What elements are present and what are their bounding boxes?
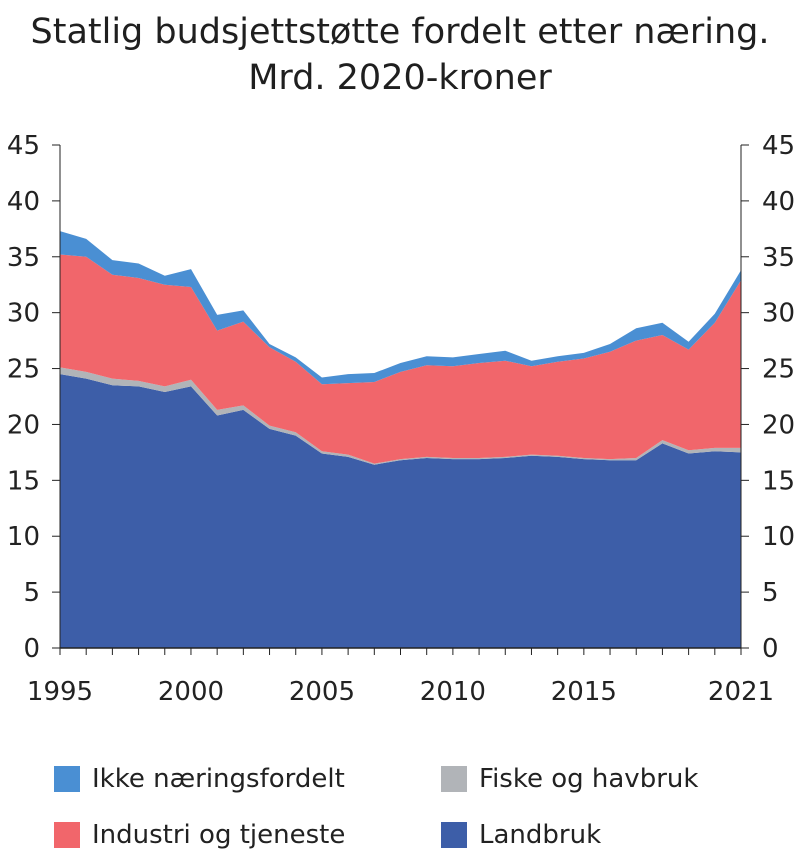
y-tick-label-left-25: 25 <box>7 355 40 385</box>
legend-label-ikke-naeringsfordelt: Ikke næringsfordelt <box>92 764 345 794</box>
y-tick-label-right-35: 35 <box>762 243 795 273</box>
y-tick-label-left-45: 45 <box>7 131 40 161</box>
legend-item-ikke-naeringsfordelt: Ikke næringsfordelt <box>54 764 345 794</box>
chart-title: Statlig budsjettstøtte fordelt etter nær… <box>30 12 770 52</box>
y-tick-label-right-25: 25 <box>762 355 795 385</box>
legend-item-fiske-og-havbruk: Fiske og havbruk <box>441 764 698 794</box>
y-tick-label-right-10: 10 <box>762 522 795 552</box>
y-tick-label-right-15: 15 <box>762 466 795 496</box>
area-series-landbruk <box>60 374 741 648</box>
x-tick-label-2015: 2015 <box>551 677 617 707</box>
legend-label-fiske-og-havbruk: Fiske og havbruk <box>479 764 699 794</box>
x-tick-label-2010: 2010 <box>420 677 486 707</box>
x-tick-label-1995: 1995 <box>27 677 93 707</box>
legend-item-landbruk: Landbruk <box>441 820 601 850</box>
legend-swatch-industri-og-tjeneste <box>54 822 80 848</box>
legend-swatch-landbruk <box>441 822 467 848</box>
y-tick-label-right-45: 45 <box>762 131 795 161</box>
x-tick-label-2005: 2005 <box>289 677 355 707</box>
legend-label-industri-og-tjeneste: Industri og tjeneste <box>92 820 346 850</box>
y-tick-label-left-0: 0 <box>23 634 40 664</box>
x-tick-label-2000: 2000 <box>158 677 224 707</box>
y-tick-label-left-5: 5 <box>23 578 40 608</box>
y-tick-label-left-30: 30 <box>7 299 40 329</box>
y-tick-label-left-20: 20 <box>7 410 40 440</box>
y-tick-label-right-5: 5 <box>762 578 779 608</box>
y-tick-label-right-0: 0 <box>762 634 779 664</box>
y-tick-label-right-40: 40 <box>762 187 795 217</box>
legend-swatch-ikke-naeringsfordelt <box>54 766 80 792</box>
y-tick-label-left-40: 40 <box>7 187 40 217</box>
x-tick-label-2021: 2021 <box>708 677 774 707</box>
y-tick-label-left-10: 10 <box>7 522 40 552</box>
y-tick-label-left-35: 35 <box>7 243 40 273</box>
area-series-industri-og-tjeneste <box>60 254 741 464</box>
y-tick-label-left-15: 15 <box>7 466 40 496</box>
y-tick-label-right-20: 20 <box>762 410 795 440</box>
y-tick-label-right-30: 30 <box>762 299 795 329</box>
legend-item-industri-og-tjeneste: Industri og tjeneste <box>54 820 345 850</box>
legend-label-landbruk: Landbruk <box>479 820 602 850</box>
legend-swatch-fiske-og-havbruk <box>441 766 467 792</box>
chart-subtitle: Mrd. 2020-kroner <box>248 58 552 98</box>
